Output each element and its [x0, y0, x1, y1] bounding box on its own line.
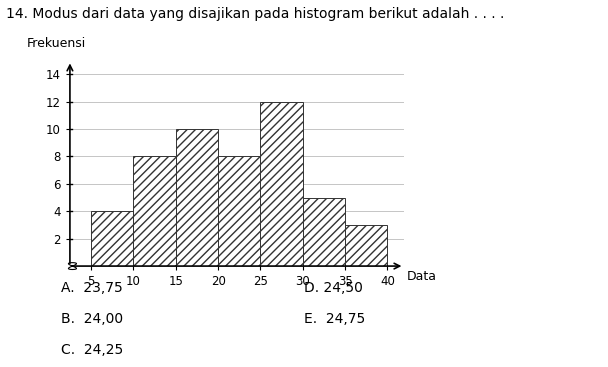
Text: B.  24,00: B. 24,00 — [61, 312, 123, 326]
Bar — [133, 156, 176, 266]
Bar — [218, 156, 260, 266]
Text: 14. Modus dari data yang disajikan pada histogram berikut adalah . . . .: 14. Modus dari data yang disajikan pada … — [6, 7, 505, 21]
Bar — [345, 225, 387, 266]
Text: C.  24,25: C. 24,25 — [61, 343, 123, 357]
Text: Frekuensi: Frekuensi — [26, 37, 86, 50]
Bar — [176, 129, 218, 266]
Text: A.  23,75: A. 23,75 — [61, 281, 123, 295]
Text: D. 24,50: D. 24,50 — [304, 281, 363, 295]
Text: Data: Data — [407, 270, 437, 283]
Text: E.  24,75: E. 24,75 — [304, 312, 365, 326]
Bar — [260, 102, 303, 266]
Bar — [303, 197, 345, 266]
Bar — [91, 211, 133, 266]
